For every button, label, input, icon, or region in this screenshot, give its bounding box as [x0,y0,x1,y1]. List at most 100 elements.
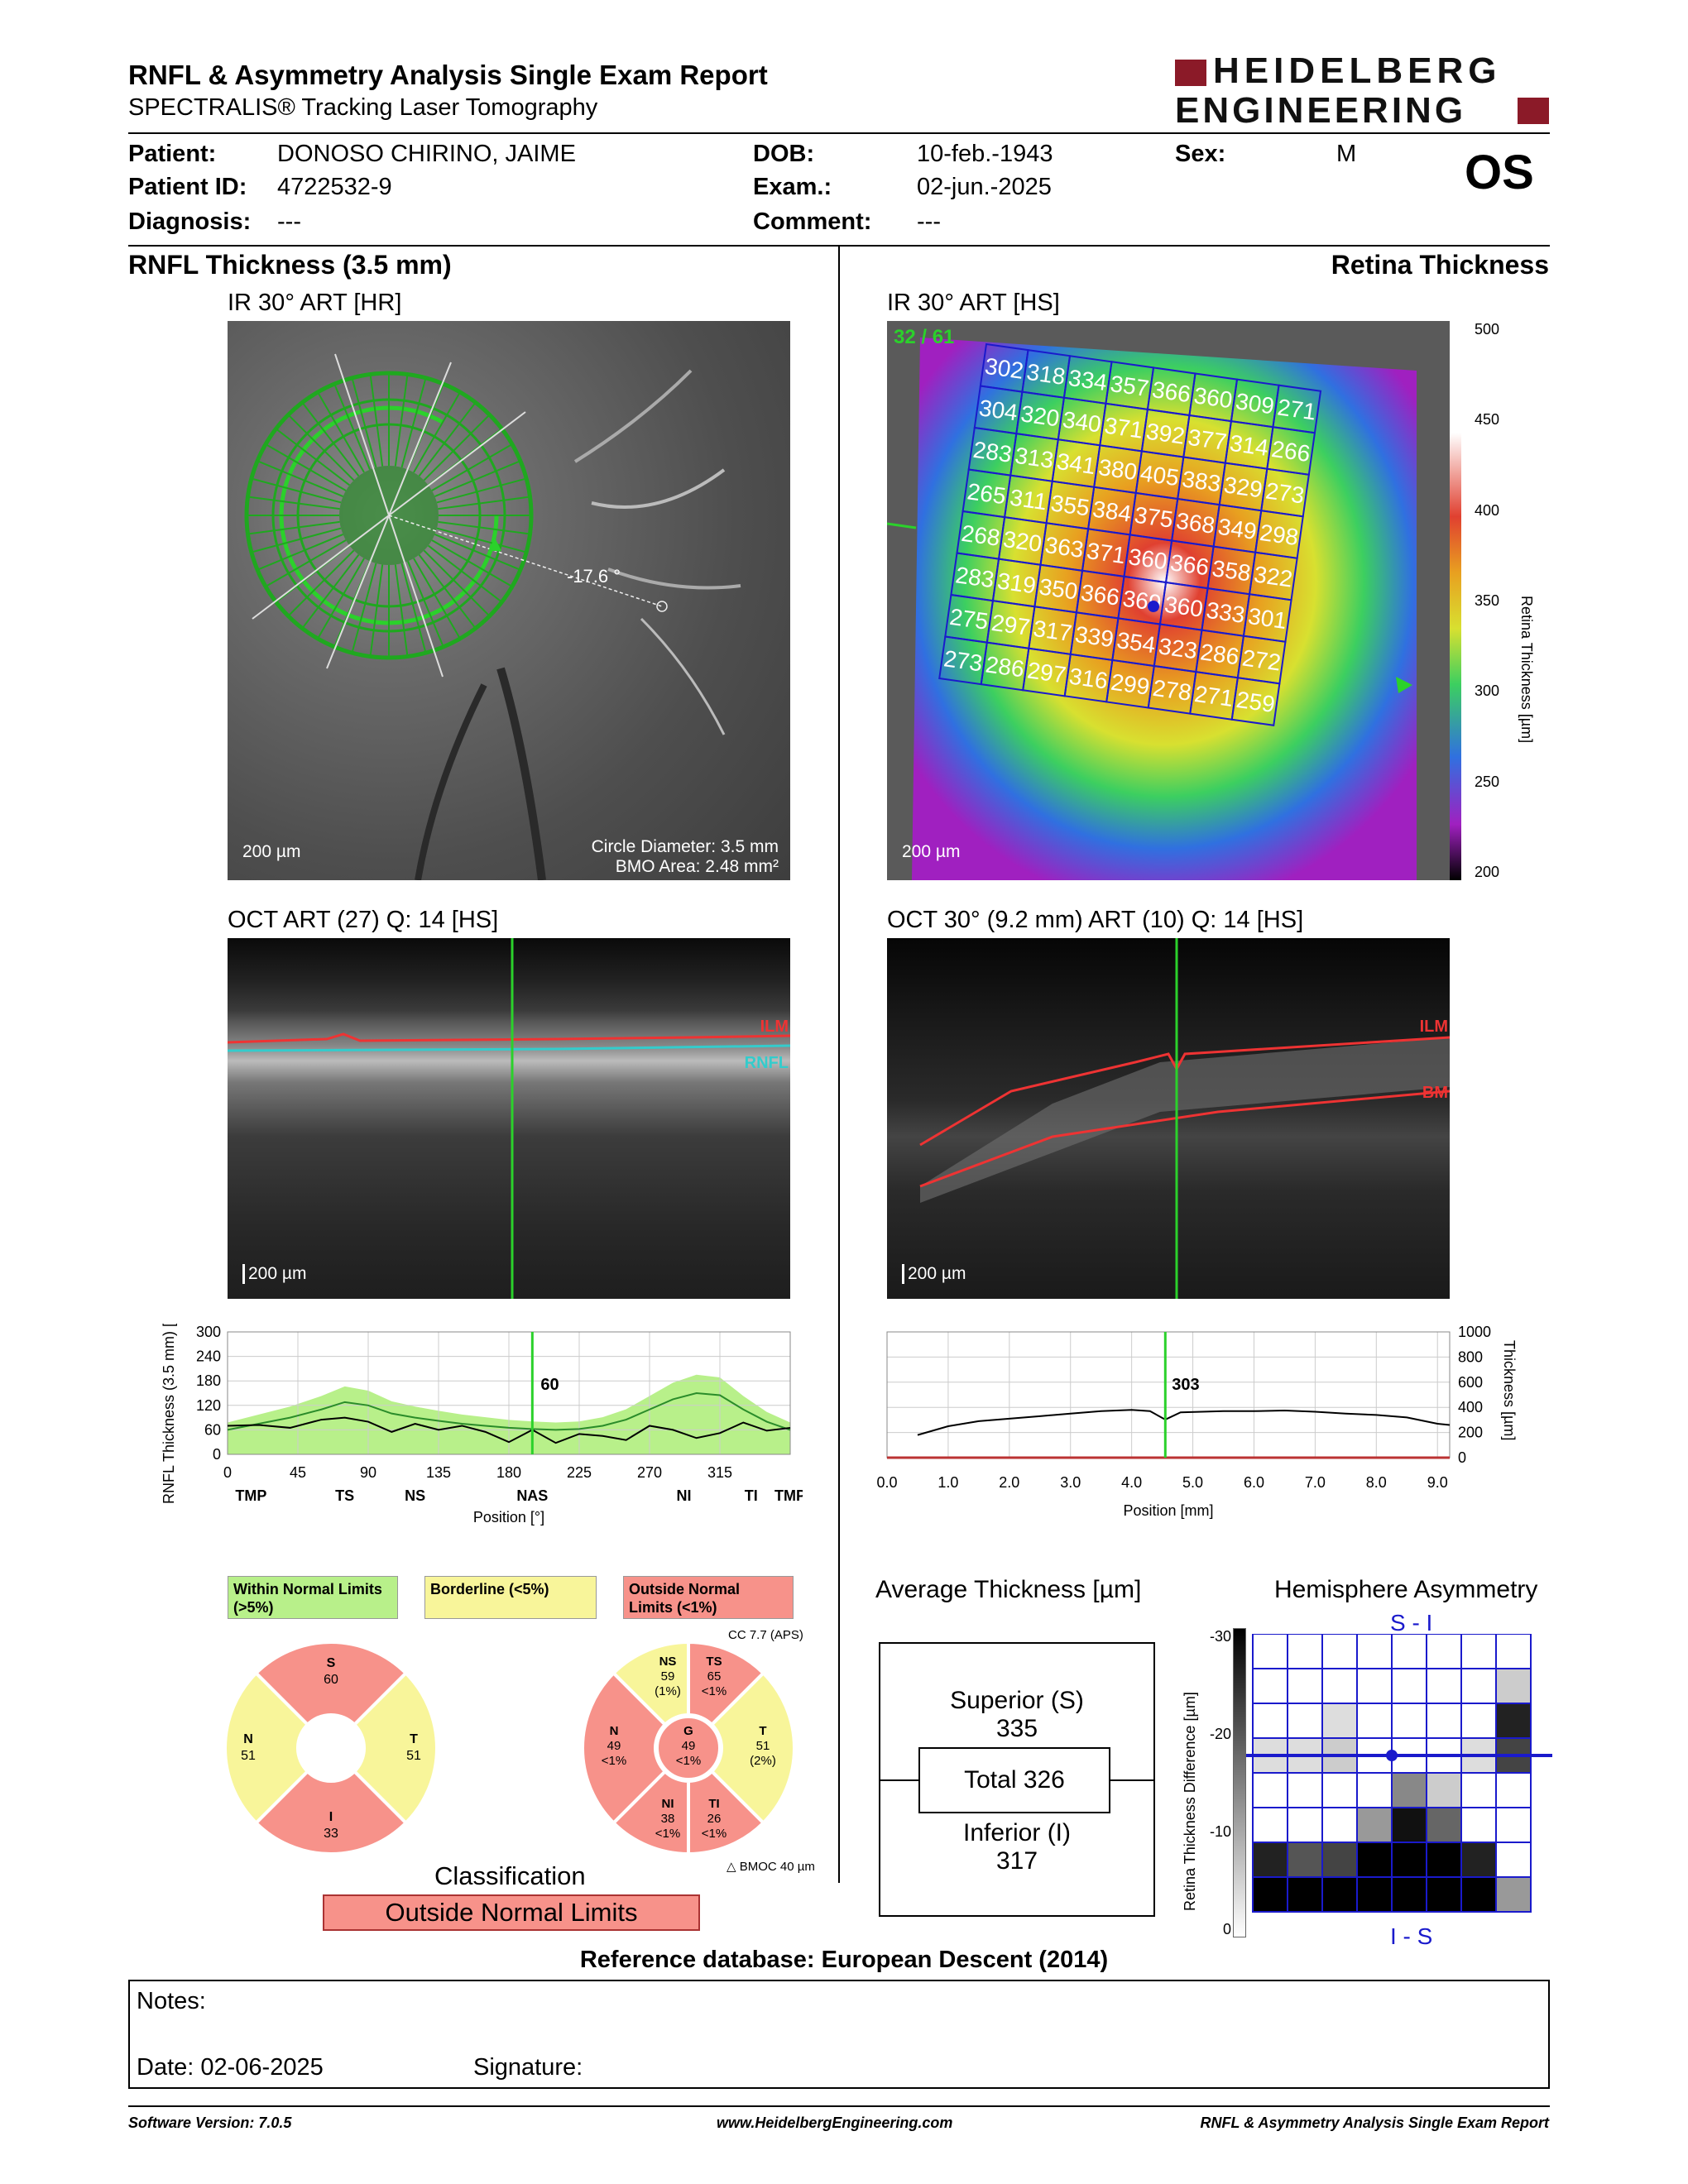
reference-database: Reference database: European Descent (20… [579,1947,1109,1973]
asymmetry-cell [1426,1772,1462,1808]
retina-grid-value: 334 [1067,365,1109,395]
patient-label: Patient: [128,141,217,167]
retina-grid-value: 405 [1139,460,1181,491]
retina-grid-value: 354 [1115,627,1158,658]
asymmetry-cell [1495,1772,1532,1808]
asymmetry-cell [1460,1842,1497,1878]
retina-grid-value: 283 [971,437,1014,467]
sector-ti-value: 26 [707,1812,722,1826]
left-ir-title: IR 30° ART [HR] [228,290,402,316]
retina-grid-value: 349 [1216,514,1259,544]
sector-ts-pct: <1% [702,1684,727,1698]
diagnosis-value: --- [277,208,301,235]
retina-grid-value: 371 [1103,412,1145,443]
right-ir-scale: 200 µm [902,842,961,861]
sex-label: Sex: [1175,141,1226,167]
asymmetry-title: Hemisphere Asymmetry [1274,1576,1538,1603]
footer-url[interactable]: www.HeidelbergEngineering.com [717,2115,953,2131]
heidelberg-logo: HEIDELBERG ENGINEERING [1175,53,1549,131]
retina-grid-value: 301 [1246,603,1288,634]
colorbar-tick: 250 [1475,773,1500,790]
x-tick-label: 7.0 [1305,1474,1326,1491]
retina-grid-value: 319 [995,568,1038,598]
asymmetry-cell [1460,1807,1497,1843]
x-tick-label: 8.0 [1366,1474,1387,1491]
patient-id: 4722532-9 [277,174,392,200]
quadrant-n-value: 51 [241,1749,256,1763]
asymmetry-cell [1426,1634,1462,1669]
retina-grid-value: 366 [1079,580,1121,611]
asymmetry-cell [1356,1807,1393,1843]
retina-grid-value: 271 [1193,681,1235,711]
retina-grid-value: 271 [1276,394,1318,424]
asymmetry-cell [1356,1772,1393,1808]
y-axis-label: RNFL Thickness (3.5 mm) [µm] [161,1324,177,1504]
retina-grid-value: 340 [1061,406,1103,437]
retina-grid-value: 311 [1009,484,1049,515]
x-axis-label: Position [mm] [1123,1502,1213,1519]
asymmetry-cell [1391,1807,1427,1843]
retina-grid-value: 383 [1181,466,1223,496]
asymmetry-tick: 0 [1222,1921,1231,1937]
comment-label: Comment: [753,208,872,235]
asymmetry-cell [1252,1772,1288,1808]
asymmetry-cell [1495,1807,1532,1843]
asymmetry-cell [1252,1634,1288,1669]
legend-borderline: Borderline (<5%) [424,1576,597,1619]
asymmetry-cell [1495,1668,1532,1704]
asymmetry-cell [1287,1634,1323,1669]
x-tick-label: 135 [426,1464,451,1481]
x-tick-label: 2.0 [999,1474,1019,1491]
asymmetry-bottom-label: I - S [1390,1923,1433,1949]
right-oct-title: OCT 30° (9.2 mm) ART (10) Q: 14 [HS] [887,907,1304,933]
sector-g-value: 49 [682,1739,696,1753]
retina-grid-value: 350 [1038,573,1080,604]
asymmetry-cell [1321,1842,1358,1878]
rnfl-profile-chart: 300 240 180 120 60 00 45 90 135 180 225 270 315 TMP TS… [161,1324,803,1525]
retina-grid-value: 360 [1127,544,1169,574]
x-tick-label: 90 [360,1464,376,1481]
retina-grid-value: 366 [1150,376,1192,407]
retina-grid-value: 313 [1014,443,1056,473]
retina-grid-value: 317 [1032,615,1074,646]
retina-grid-value: 273 [942,645,985,676]
x-tick-label: 5.0 [1182,1474,1203,1491]
retina-grid-value: 363 [1043,532,1086,563]
asymmetry-cell [1287,1842,1323,1878]
sector-tick-label: TMP [774,1487,803,1504]
notes-label: Notes: [137,1988,206,2014]
sex-value: M [1336,141,1357,167]
retina-grid-value: 320 [1019,400,1062,431]
sector-ni-label: NI [662,1797,674,1811]
quadrant-t-label: T [410,1732,418,1746]
retina-grid-value: 320 [1001,526,1043,557]
circle-diameter: Circle Diameter: 3.5 mm [591,837,779,856]
retina-grid-value: 341 [1055,448,1097,479]
retina-grid-value: 355 [1049,490,1091,520]
bmo-area: BMO Area: 2.48 mm² [615,857,779,876]
cursor-value: 60 [540,1376,559,1394]
report-subtitle: SPECTRALIS® Tracking Laser Tomography [128,94,598,121]
asymmetry-cell [1252,1876,1288,1913]
sector-n-pct: <1% [602,1754,626,1768]
left-rnfl-label: RNFL [744,1054,789,1072]
colorbar-tick: 500 [1475,321,1500,338]
asymmetry-cell [1426,1876,1462,1913]
average-thickness-title: Average Thickness [µm] [875,1576,1142,1603]
retina-grid-value: 309 [1234,388,1276,419]
left-ir-angle: -17.6 ° [567,566,621,587]
retina-grid-value: 304 [977,395,1019,425]
retina-grid-value: 375 [1133,502,1175,533]
retina-grid-value: 360 [1192,382,1235,413]
retina-grid-value: 366 [1168,549,1211,580]
x-tick-label: 1.0 [938,1474,958,1491]
notes-box[interactable]: Notes: Date: 02-06-2025 Signature: [128,1980,1550,2089]
y-axis-label: Thickness [µm] [1501,1340,1518,1440]
colorbar-tick: 350 [1475,592,1500,609]
legend-outside-normal: Outside Normal Limits (<1%) [623,1576,794,1619]
retina-grid-value: 286 [984,651,1026,682]
y-tick-label: 180 [196,1372,221,1389]
retina-grid-value: 283 [954,562,996,592]
asymmetry-cell [1495,1634,1532,1669]
retina-grid-value: 369 [1121,586,1163,616]
